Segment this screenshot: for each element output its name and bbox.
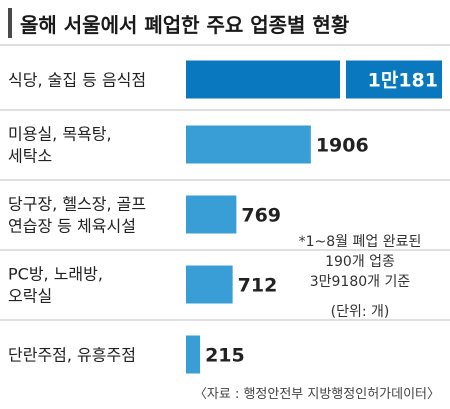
category-label: 연습장 등 체육시설 bbox=[8, 217, 136, 236]
footnote-line: 190개 업종 bbox=[325, 254, 395, 270]
footnote-line: 3만9180개 기준 bbox=[310, 274, 411, 290]
value-label: 215 bbox=[205, 345, 245, 367]
bar bbox=[186, 335, 201, 374]
category-label: 미용실, 목욕탕, bbox=[8, 125, 112, 144]
category-label: 단란주점, 유흥주점 bbox=[8, 346, 136, 365]
value-label: 1만181 bbox=[368, 70, 438, 92]
title-accent-bar bbox=[8, 8, 12, 38]
footnote-line: *1~8월 폐업 완료된 bbox=[299, 234, 422, 250]
chart-title: 올해 서울에서 폐업한 주요 업종별 현황 bbox=[20, 13, 350, 37]
value-label: 769 bbox=[241, 205, 281, 227]
bar bbox=[186, 60, 340, 99]
bar bbox=[186, 195, 237, 234]
bar bbox=[186, 125, 311, 164]
category-label: 당구장, 헬스장, 골프 bbox=[8, 195, 146, 214]
bar-break-segment bbox=[346, 60, 442, 99]
category-label: 세탁소 bbox=[8, 147, 52, 166]
value-label: 712 bbox=[238, 275, 278, 297]
category-label: 오락실 bbox=[8, 287, 52, 306]
category-label: PC방, 노래방, bbox=[8, 265, 103, 284]
bar bbox=[186, 265, 233, 304]
footnote-line: (단위: 개) bbox=[331, 304, 390, 320]
category-label: 식당, 술집 등 음식점 bbox=[8, 71, 146, 90]
source-note: 〈자료 : 행정안전부 지방행정인허가데이터〉 bbox=[194, 386, 440, 402]
value-label: 1906 bbox=[316, 135, 369, 157]
